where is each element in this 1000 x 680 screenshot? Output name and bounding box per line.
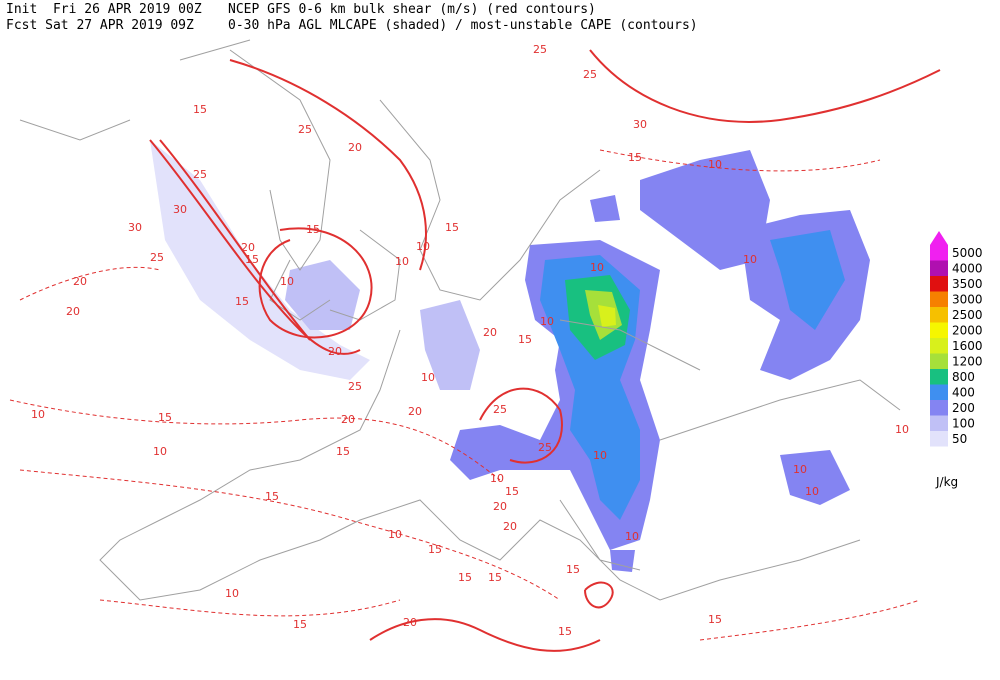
init-time: Init Fri 26 APR 2019 00Z	[6, 2, 202, 17]
contour-label: 10	[743, 253, 757, 266]
shear-contours	[149, 49, 941, 652]
contour-label: 10	[280, 275, 294, 288]
contour-label: 10	[153, 445, 167, 458]
colorbar-label: 2000	[952, 323, 983, 337]
contour-label: 10	[395, 255, 409, 268]
colorbar-swatch	[930, 291, 948, 307]
contour-label: 15	[458, 571, 472, 584]
colorbar-label: 3000	[952, 292, 983, 306]
contour-label: 20	[341, 413, 355, 426]
contour-label: 10	[895, 423, 909, 436]
colorbar-label: 800	[952, 370, 975, 384]
colorbar-label: 400	[952, 385, 975, 399]
contour-label: 20	[348, 141, 362, 154]
contour-label: 30	[633, 118, 647, 131]
colorbar-extend	[930, 231, 948, 245]
contour-label: 15	[306, 223, 320, 236]
colorbar-label: 50	[952, 432, 967, 446]
contour-label: 30	[128, 221, 142, 234]
contour-label: 10	[31, 408, 45, 421]
colorbar-label: 5000	[952, 246, 983, 260]
contour-label: 20	[328, 345, 342, 358]
contour-label: 15	[708, 613, 722, 626]
contour-label: 20	[493, 500, 507, 513]
colorbar-label: 1200	[952, 354, 983, 368]
contour-label: 10	[793, 463, 807, 476]
contour-label: 10	[490, 472, 504, 485]
colorbar-swatch	[930, 245, 948, 261]
contour-label: 20	[73, 275, 87, 288]
colorbar-swatch	[930, 338, 948, 354]
contour-label: 15	[428, 543, 442, 556]
contour-label: 15	[265, 490, 279, 503]
colorbar-swatch	[930, 431, 948, 447]
contour-label: 15	[445, 221, 459, 234]
contour-label: 20	[503, 520, 517, 533]
colorbar-swatch	[930, 322, 948, 338]
shear-contours-dashed	[9, 149, 921, 641]
contour-label: 20	[241, 241, 255, 254]
colorbar-label: 200	[952, 401, 975, 415]
contour-label: 20	[403, 616, 417, 629]
contour-label: 25	[298, 123, 312, 136]
cape-shading	[150, 140, 870, 572]
contour-label: 15	[505, 485, 519, 498]
contour-label: 20	[66, 305, 80, 318]
contour-label: 10	[625, 530, 639, 543]
colorbar-swatch	[930, 260, 948, 276]
colorbar-label: 4000	[952, 261, 983, 275]
model-title: NCEP GFS 0-6 km bulk shear (m/s) (red co…	[228, 2, 596, 17]
contour-label: 25	[150, 251, 164, 264]
contour-label: 10	[416, 240, 430, 253]
contour-labels: 2525301510152520253030252020201515101510…	[31, 43, 909, 638]
colorbar-label: 3500	[952, 277, 983, 291]
contour-label: 10	[805, 485, 819, 498]
header: Init Fri 26 APR 2019 00Z NCEP GFS 0-6 km…	[6, 2, 698, 33]
colorbar-swatch	[930, 353, 948, 369]
contour-label: 20	[408, 405, 422, 418]
contour-label: 30	[173, 203, 187, 216]
colorbar-swatch	[930, 384, 948, 400]
contour-label: 15	[566, 563, 580, 576]
field-title: 0-30 hPa AGL MLCAPE (shaded) / most-unst…	[228, 18, 698, 33]
contour-label: 25	[533, 43, 547, 56]
contour-label: 15	[628, 151, 642, 164]
contour-label: 15	[293, 618, 307, 631]
contour-label: 15	[558, 625, 572, 638]
contour-label: 10	[593, 449, 607, 462]
colorbar-unit: J/kg	[935, 475, 958, 489]
contour-label: 20	[483, 326, 497, 339]
contour-label: 15	[488, 571, 502, 584]
contour-label: 15	[235, 295, 249, 308]
contour-label: 10	[540, 315, 554, 328]
contour-label: 15	[518, 333, 532, 346]
coastlines	[19, 39, 901, 601]
colorbar-label: 100	[952, 416, 975, 430]
contour-label: 10	[708, 158, 722, 171]
contour-label: 25	[348, 380, 362, 393]
colorbar-label: 2500	[952, 308, 983, 322]
contour-label: 10	[388, 528, 402, 541]
contour-label: 25	[538, 441, 552, 454]
colorbar-swatch	[930, 307, 948, 323]
contour-label: 10	[421, 371, 435, 384]
contour-label: 25	[493, 403, 507, 416]
forecast-time: Fcst Sat 27 APR 2019 09Z	[6, 18, 194, 33]
contour-label: 15	[193, 103, 207, 116]
contour-label: 15	[158, 411, 172, 424]
contour-label: 10	[590, 261, 604, 274]
colorbar-swatch	[930, 369, 948, 385]
contour-label: 15	[245, 253, 259, 266]
colorbar-label: 1600	[952, 339, 983, 353]
colorbar-swatch	[930, 400, 948, 416]
contour-label: 25	[193, 168, 207, 181]
contour-label: 25	[583, 68, 597, 81]
colorbar-swatch	[930, 276, 948, 292]
colorbar-swatch	[930, 415, 948, 431]
contour-label: 10	[225, 587, 239, 600]
contour-label: 15	[336, 445, 350, 458]
